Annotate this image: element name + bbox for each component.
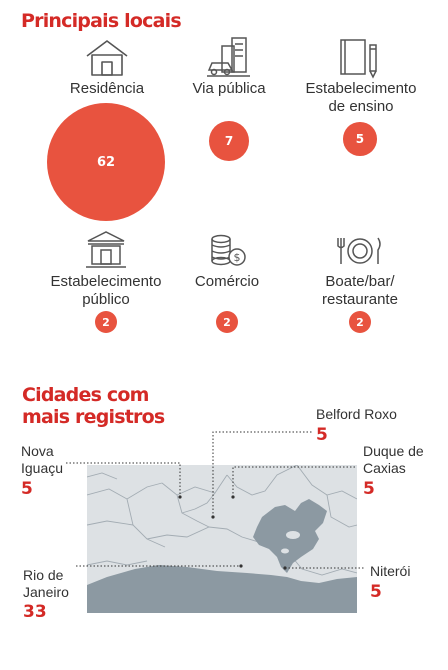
city-value-duque-de-caxias: 5 bbox=[363, 479, 375, 499]
public-building-icon bbox=[86, 231, 126, 268]
label-via-publica: Via pública bbox=[192, 80, 266, 97]
cidades-title: Cidades com mais registros bbox=[22, 384, 165, 428]
label-comercio: Comércio bbox=[194, 273, 260, 290]
bubble-value: 7 bbox=[224, 133, 234, 148]
rio-map bbox=[87, 465, 357, 613]
city-name-duque-de-caxias: Duque de Caxias bbox=[363, 443, 424, 476]
city-value-niteroi: 5 bbox=[370, 582, 382, 602]
city-value-nova-iguacu: 5 bbox=[21, 479, 33, 499]
notebook-pencil-icon bbox=[340, 39, 377, 79]
label-estabelecimento-ensino: Estabelecimento de ensino bbox=[305, 80, 417, 115]
city-name-nova-iguacu: Nova Iguaçu bbox=[21, 443, 64, 476]
city-name-rio-de-janeiro: Rio de Janeiro bbox=[23, 567, 69, 600]
locais-title: Principais locais bbox=[21, 10, 182, 32]
svg-text:$: $ bbox=[234, 251, 241, 264]
city-name-belford-roxo: Belford Roxo bbox=[316, 406, 397, 422]
city-value-rio-de-janeiro: 33 bbox=[23, 602, 47, 622]
label-estabelecimento-publico: Estabelecimento público bbox=[50, 273, 162, 308]
label-boate: Boate/bar/ restaurante bbox=[322, 273, 398, 308]
bubble-comercio: 2 bbox=[216, 311, 238, 333]
bubble-value: 62 bbox=[96, 154, 116, 170]
bubble-via-publica: 7 bbox=[209, 121, 249, 161]
city-name-niteroi: Niterói bbox=[370, 563, 411, 579]
bubble-estabelecimento-ensino: 5 bbox=[343, 122, 377, 156]
bubble-value: 2 bbox=[356, 315, 364, 329]
label-residencia: Residência bbox=[69, 80, 145, 97]
bubble-value: 2 bbox=[223, 315, 231, 329]
coins-icon: $ bbox=[211, 234, 246, 266]
bubble-value: 5 bbox=[355, 131, 365, 146]
bubble-residencia: 62 bbox=[47, 103, 165, 221]
bubble-boate: 2 bbox=[349, 311, 371, 333]
city-value-belford-roxo: 5 bbox=[316, 425, 328, 445]
house-icon bbox=[86, 40, 128, 76]
city-street-icon bbox=[207, 37, 250, 77]
plate-cutlery-icon bbox=[337, 237, 381, 264]
bubble-estabelecimento-publico: 2 bbox=[95, 311, 117, 333]
bubble-value: 2 bbox=[102, 315, 110, 329]
